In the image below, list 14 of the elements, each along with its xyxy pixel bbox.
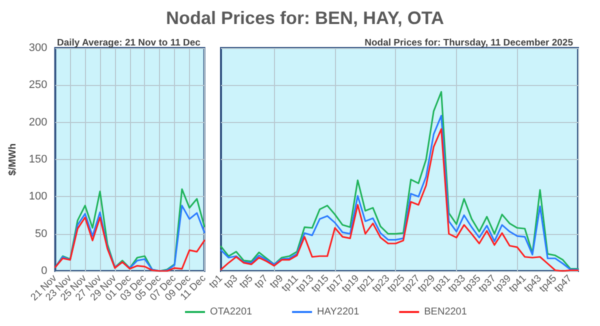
- chart-subtitle: Daily Average: 21 Nov to 11 Dec: [57, 38, 200, 48]
- chart-subtitle: Nodal Prices for: Thursday, 11 December 2025: [364, 38, 574, 48]
- legend-label: BEN2201: [424, 306, 468, 318]
- legend-label: OTA2201: [210, 306, 252, 318]
- y-tick-label: 250: [28, 79, 48, 92]
- y-tick-label: 150: [28, 154, 48, 166]
- y-tick-label: 100: [28, 190, 48, 203]
- chart-title: Nodal Prices for: BEN, HAY, OTA: [166, 8, 444, 28]
- y-tick-label: 200: [28, 116, 48, 128]
- y-tick-label: 300: [28, 42, 48, 54]
- y-tick-label: 0: [41, 265, 48, 277]
- y-axis-title: $/MWh: [8, 143, 18, 176]
- legend-label: HAY2201: [317, 306, 360, 318]
- y-tick-label: 50: [35, 228, 48, 240]
